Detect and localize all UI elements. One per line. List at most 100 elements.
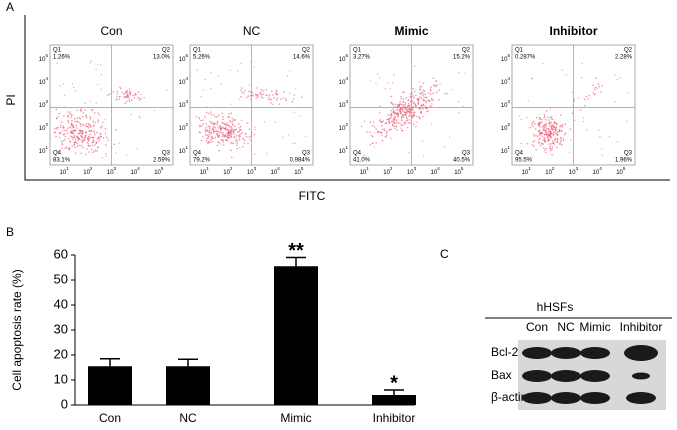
event-dot: [444, 93, 446, 95]
event-dot: [421, 105, 424, 107]
event-dot: [78, 129, 80, 131]
tick-label: 103: [569, 166, 579, 175]
event-dot: [124, 92, 126, 94]
event-dot: [562, 139, 565, 142]
event-dot: [217, 136, 220, 139]
event-dot: [601, 84, 603, 87]
event-dot: [90, 136, 92, 139]
event-dot: [386, 134, 388, 137]
event-dot: [402, 116, 405, 119]
event-dot: [93, 150, 96, 153]
event-dot: [377, 73, 379, 75]
event-dot: [236, 142, 238, 145]
event-dot: [415, 94, 417, 97]
event-dot: [232, 130, 235, 133]
event-dot: [242, 145, 244, 148]
event-dot: [233, 125, 236, 128]
event-dot: [547, 130, 550, 132]
event-dot: [238, 139, 241, 141]
event-dot: [291, 100, 294, 103]
event-dot: [252, 94, 255, 97]
event-dot: [76, 145, 79, 147]
event-dot: [547, 131, 549, 134]
event-dot: [222, 134, 225, 136]
tick-base: 10: [339, 103, 346, 109]
event-dot: [390, 109, 393, 112]
event-dot: [98, 137, 101, 140]
event-dot: [551, 132, 554, 135]
event-dot: [600, 90, 602, 93]
tick-base: 10: [247, 170, 254, 176]
bar: [88, 366, 132, 405]
event-dot: [229, 119, 231, 122]
event-dot: [202, 89, 205, 91]
event-dot: [538, 141, 540, 144]
event-dot: [537, 130, 540, 133]
event-dot: [548, 125, 551, 127]
event-dot: [58, 113, 61, 115]
tick-label: 103: [339, 99, 349, 108]
event-dot: [549, 135, 551, 137]
event-dot: [222, 141, 225, 143]
tick-exp: 5: [301, 166, 304, 171]
tick-label: 103: [501, 99, 511, 108]
event-dot: [419, 85, 421, 88]
event-dot: [561, 143, 563, 146]
event-dot: [216, 144, 219, 147]
event-dot: [125, 100, 128, 103]
event-dot: [253, 66, 255, 68]
event-dot: [56, 128, 58, 130]
event-dot: [413, 101, 416, 104]
event-dot: [96, 149, 98, 152]
tick-base: 10: [39, 56, 46, 62]
event-dot: [115, 129, 117, 131]
tick-label: 104: [179, 76, 189, 85]
event-dot: [273, 96, 276, 99]
event-dot: [128, 98, 130, 100]
event-dot: [55, 108, 58, 111]
event-dot: [104, 153, 107, 155]
event-dot: [292, 98, 295, 100]
event-dot: [210, 87, 212, 89]
event-dot: [70, 116, 72, 119]
quadrant-value: 3.27%: [353, 55, 371, 61]
event-dot: [619, 77, 621, 79]
event-dot: [408, 108, 410, 110]
event-dot: [84, 136, 87, 139]
event-dot: [384, 87, 386, 90]
event-dot: [369, 131, 371, 133]
event-dot: [559, 125, 561, 128]
event-dot: [218, 125, 220, 128]
event-dot: [246, 122, 249, 124]
event-dot: [57, 151, 59, 153]
tick-exp: 4: [277, 166, 280, 171]
event-dot: [415, 125, 417, 128]
event-dot: [247, 95, 250, 98]
event-dot: [70, 114, 73, 116]
event-dot: [399, 122, 401, 124]
event-dot: [559, 141, 562, 143]
quadrant-name: Q3: [302, 151, 311, 157]
event-dot: [531, 121, 534, 124]
event-dot: [243, 142, 246, 145]
event-dot: [198, 118, 201, 120]
event-dot: [419, 96, 421, 99]
event-dot: [64, 135, 67, 138]
event-dot: [547, 139, 550, 142]
event-dot: [76, 117, 79, 119]
event-dot: [583, 117, 585, 119]
event-dot: [125, 154, 128, 156]
event-dot: [372, 121, 375, 123]
event-dot: [379, 119, 381, 122]
event-dot: [542, 139, 544, 142]
event-dot: [118, 142, 120, 144]
event-dot: [218, 132, 220, 134]
event-dot: [392, 104, 394, 106]
event-dot: [62, 125, 64, 127]
blot-band: [551, 392, 581, 404]
event-dot: [375, 142, 377, 144]
event-dot: [216, 116, 218, 118]
tick-base: 10: [179, 126, 186, 132]
event-dot: [552, 142, 554, 144]
event-dot: [97, 136, 100, 139]
